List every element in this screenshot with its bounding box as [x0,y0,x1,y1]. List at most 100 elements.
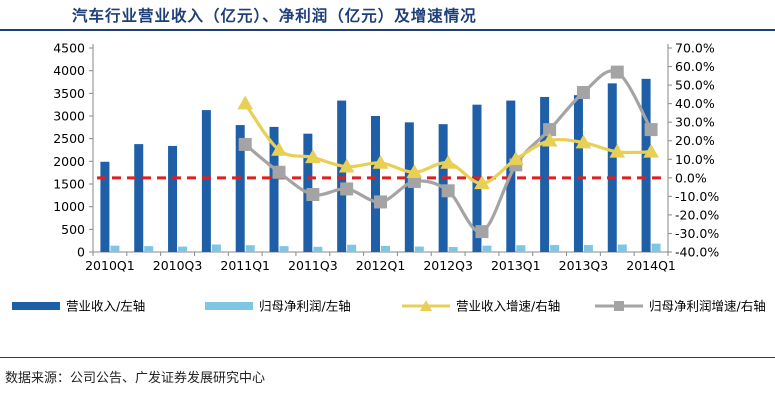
right-tick-label: 30.0% [675,115,715,130]
legend-label-revenue: 营业收入/左轴 [66,299,145,314]
revenue-bar [607,83,617,252]
legend-item-profit: 归母净利润/左轴 [205,299,351,314]
profit-bar [347,244,357,252]
profit-growth-point [238,137,252,151]
profit-growth-point [610,65,624,79]
profit-growth-point [306,188,320,202]
revenue-bar [134,144,144,252]
x-tick-label: 2011Q3 [288,258,338,273]
x-tick-label: 2012Q3 [423,258,473,273]
legend-marker-revenue-growth [420,300,432,311]
left-tick-label: 2000 [53,154,85,169]
profit-bar [448,247,458,252]
legend-item-profit-growth: 归母净利润增速/右轴 [595,299,766,314]
revenue-bar [371,116,380,252]
profit-bar [279,246,289,252]
profit-bar [110,245,120,252]
left-tick-label: 4500 [53,41,85,56]
legend-swatch-profit [205,302,253,310]
profit-growth-point [543,123,557,137]
right-tick-label: -20.0% [675,207,719,222]
right-tick-label: 60.0% [675,59,715,74]
revenue-bar [100,161,110,252]
x-tick-label: 2013Q1 [491,258,541,273]
x-tick-label: 2011Q1 [220,258,270,273]
right-tick-label: 10.0% [675,152,715,167]
profit-growth-point [340,182,354,196]
profit-growth-point [272,165,286,179]
left-tick-label: 3000 [53,109,85,124]
revenue-bar [540,96,550,253]
profit-growth-point [475,225,489,239]
x-tick-label: 2010Q3 [153,258,203,273]
profit-growth-point [374,195,387,209]
profit-bar [313,246,323,252]
x-tick-label: 2012Q1 [356,258,406,273]
x-tick-label: 2010Q1 [85,258,135,273]
revenue-growth-point [507,151,524,166]
left-tick-label: 3500 [53,86,85,101]
left-tick-label: 1500 [53,177,85,192]
profit-growth-point [576,86,590,100]
right-tick-label: 0.0% [675,170,707,185]
legend-label-revenue-growth: 营业收入增速/右轴 [456,299,560,314]
revenue-bar [573,95,583,252]
revenue-growth-point [541,132,558,147]
revenue-bar [201,110,211,253]
profit-bar [617,244,627,252]
revenue-growth-point [271,141,287,156]
legend-label-profit-growth: 归母净利润增速/右轴 [649,299,766,314]
profit-bar [245,245,255,252]
x-tick-label: 2013Q3 [559,258,609,273]
left-tick-label: 2500 [53,131,85,146]
revenue-bar [269,126,279,252]
source-divider [0,357,775,358]
legend-item-revenue-growth: 营业收入增速/右轴 [402,299,560,314]
source-note: 数据来源：公司公告、广发证券发展研究中心 [5,371,266,386]
left-tick-label: 0 [77,245,85,260]
legend-swatch-revenue [12,302,60,310]
right-tick-label: -30.0% [675,226,719,241]
profit-bar [381,245,390,252]
revenue-growth-point [440,154,457,169]
profit-growth-point [644,123,658,137]
revenue-growth-point [643,143,659,158]
profit-bar [414,246,424,252]
revenue-bar [168,145,178,252]
revenue-bar [641,78,651,253]
profit-bar [583,244,593,252]
right-tick-label: 20.0% [675,133,715,148]
revenue-growth-point [372,154,389,169]
profit-bar [178,246,188,252]
legend-label-profit: 归母净利润/左轴 [259,299,351,314]
legend-marker-profit-growth [614,301,624,311]
revenue-growth-point [474,175,490,190]
profit-bar [651,243,661,252]
revenue-growth-point [304,149,321,164]
revenue-growth-point [237,95,254,110]
revenue-growth-point [338,158,355,173]
profit-bar [482,245,492,252]
left-tick-label: 4000 [53,63,85,78]
profit-bar [211,244,221,252]
profit-growth-point [441,184,455,198]
right-tick-label: -40.0% [675,245,719,260]
revenue-growth-point [575,134,592,149]
chart-title: 汽车行业营业收入（亿元）、净利润（亿元）及增速情况 [72,7,477,25]
profit-bar [550,244,560,252]
left-tick-label: 1000 [53,199,85,214]
legend-item-revenue: 营业收入/左轴 [12,299,145,314]
title-divider [0,29,775,31]
right-tick-label: 70.0% [675,41,715,56]
revenue-growth-point [609,143,626,158]
right-tick-label: -10.0% [675,189,719,204]
revenue-growth-point [406,164,423,179]
right-tick-label: 50.0% [675,78,715,93]
x-tick-label: 2014Q1 [626,258,676,273]
revenue-bar [235,125,245,252]
right-tick-label: 40.0% [675,96,715,111]
left-tick-label: 500 [61,222,85,237]
revenue-bar [337,100,347,252]
profit-bar [516,245,526,252]
profit-growth-point [407,175,421,189]
